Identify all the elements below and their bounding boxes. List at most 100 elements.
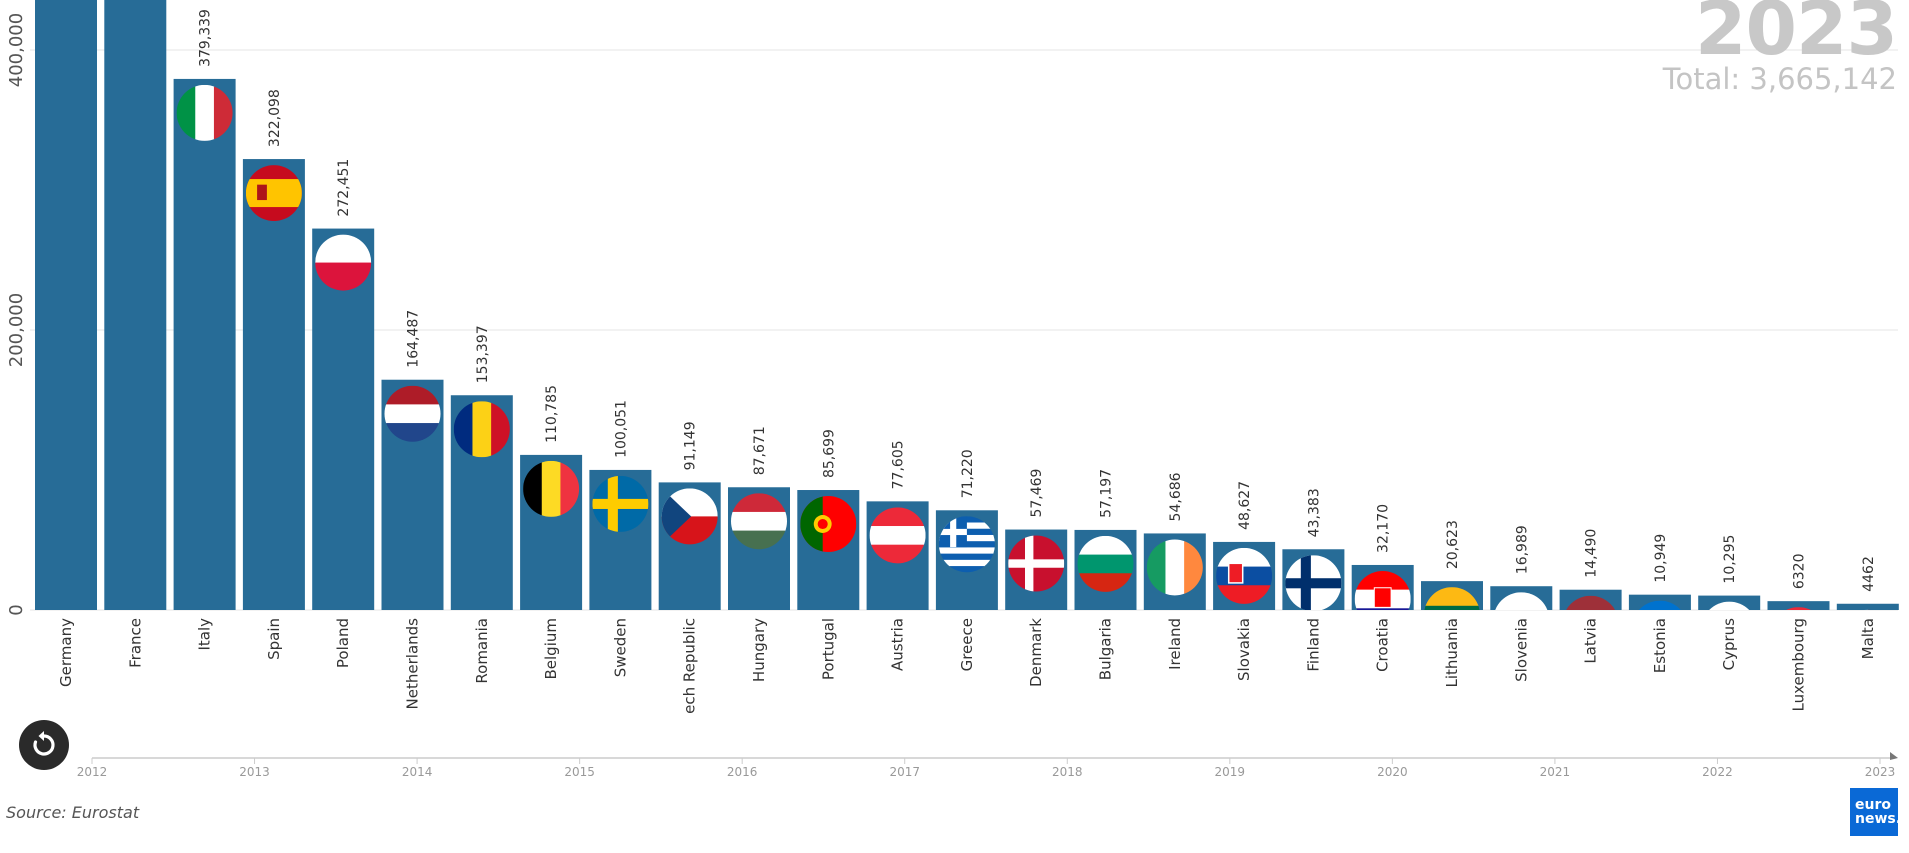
austria-flag-icon [869,507,926,564]
lithuania-flag-icon [1424,587,1480,611]
category-label: Romania [473,618,491,684]
value-label: 43,383 [1306,488,1322,537]
timeline-year-2016[interactable]: 2016 [727,765,758,779]
value-label: 87,671 [752,426,768,475]
spain-flag-icon [245,165,302,222]
value-label: 48,627 [1237,481,1253,530]
timeline-year-2012[interactable]: 2012 [77,765,108,779]
value-label: 4462 [1861,556,1877,592]
greece-flag-icon [938,516,995,573]
value-label: 32,170 [1376,504,1392,553]
year-timeline[interactable]: 2012 2013 2014 2015 2016 2017 2018 2019 2020 2021… [77,752,1898,779]
category-label: Slovakia [1235,618,1253,681]
replay-button[interactable] [19,720,69,770]
value-label: 16,989 [1514,525,1530,574]
bar-italy [173,78,236,610]
bar-germany [35,0,97,610]
category-label: Hungary [750,618,768,682]
category-label: Croatia [1374,618,1392,672]
timeline-year-2015[interactable]: 2015 [564,765,595,779]
luxembourg-flag-icon [1770,607,1827,610]
value-label: 91,149 [683,421,699,470]
category-label: ech Republic [681,618,699,714]
category-label: Belgium [542,618,560,680]
value-label: 10,295 [1722,535,1738,584]
bars [35,0,1899,610]
category-label: Bulgaria [1097,618,1115,680]
category-label: Portugal [819,618,837,680]
value-label: 54,686 [1168,472,1184,521]
slovakia-flag-icon [1216,547,1273,604]
timeline-year-2017[interactable]: 2017 [889,765,920,779]
bulgaria-flag-icon [1077,535,1134,592]
value-label: 20,623 [1445,520,1461,569]
category-label: Austria [889,618,907,671]
slovenia-flag-icon [1493,592,1550,610]
value-label: 14,490 [1584,529,1600,578]
value-label: 272,451 [336,159,352,217]
belgium-flag-icon [523,460,580,517]
bar-france [104,0,167,610]
ireland-flag-icon [1146,539,1203,596]
timeline-year-2019[interactable]: 2019 [1215,765,1246,779]
timeline-year-2022[interactable]: 2022 [1702,765,1733,779]
source-note: Source: Eurostat [6,803,140,822]
flags [176,84,1896,611]
value-label: 100,051 [613,400,629,458]
total-label: Total: 3,665,142 [1662,62,1897,96]
value-label: 57,469 [1029,469,1045,518]
replay-icon [33,731,55,756]
current-year: 2023 [1695,0,1898,72]
logo-line-2: news. [1855,811,1902,827]
timeline-year-2023[interactable]: 2023 [1865,765,1896,779]
category-label: Italy [196,618,214,651]
category-label: Sweden [611,618,629,677]
category-label: Germany [57,618,75,687]
bar-malta [1836,603,1899,610]
category-label: Malta [1859,618,1877,659]
logo-line-1: euro [1855,797,1891,813]
value-label: 164,487 [406,310,422,368]
timeline-handle[interactable] [1890,752,1898,760]
value-labels: 693,019678,511379,339322,098272,451164,4… [198,9,1877,592]
timeline-year-2014[interactable]: 2014 [402,765,433,779]
value-label: 379,339 [198,9,214,67]
value-label: 71,220 [960,449,976,498]
value-label: 57,197 [1099,469,1115,518]
sweden-flag-icon [592,475,649,532]
timeline-year-2013[interactable]: 2013 [239,765,270,779]
category-label: Spain [265,618,283,660]
timeline-year-2021[interactable]: 2021 [1540,765,1571,779]
category-label: Slovenia [1512,618,1530,682]
category-label: Poland [334,618,352,668]
croatia-flag-icon [1354,570,1411,610]
category-label: Cyprus [1720,618,1738,671]
category-label: Netherlands [404,618,422,710]
latvia-flag-icon [1562,595,1619,610]
category-label: Ireland [1166,618,1184,670]
value-label: 77,605 [891,440,907,489]
denmark-flag-icon [1008,535,1065,592]
value-label: 10,949 [1653,534,1669,583]
y-tick-label: 400,000 [6,13,27,87]
cyprus-flag-icon [1701,601,1758,610]
romania-flag-icon [453,401,510,458]
category-labels: Germany France Italy Spain Poland Netherlands… [57,618,1877,714]
bar-spain [242,159,305,610]
hungary-flag-icon [731,493,787,550]
category-label: Latvia [1582,618,1600,664]
y-tick-label: 200,000 [6,293,27,367]
timeline-year-2020[interactable]: 2020 [1377,765,1408,779]
category-label: France [126,618,144,668]
value-label: 6320 [1792,554,1808,590]
estonia-flag-icon [1631,600,1688,610]
timeline-year-2018[interactable]: 2018 [1052,765,1083,779]
category-label: Finland [1304,618,1322,672]
y-tick-label: 0 [6,604,27,615]
category-label: Greece [958,618,976,671]
category-label: Luxembourg [1790,618,1808,712]
category-label: Estonia [1651,618,1669,673]
value-label: 85,699 [821,429,837,478]
